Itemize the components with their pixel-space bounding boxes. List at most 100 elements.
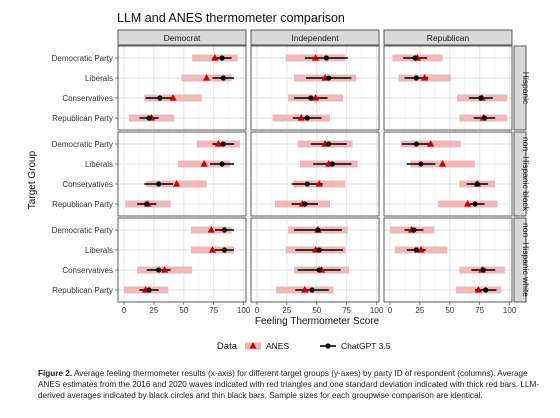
y-tick-label: Democratic Party (52, 54, 113, 63)
panel-border (117, 45, 247, 131)
x-axis-label: Feeling Thermometer Score (255, 316, 380, 327)
x-tick-label: 100 (503, 306, 517, 315)
row-strip-label: Hispanic (521, 72, 531, 105)
x-tick-label: 25 (282, 306, 291, 315)
x-tick-label: 75 (475, 306, 484, 315)
panel-border (250, 131, 380, 217)
column-strip-label: Republican (427, 33, 470, 43)
gpt-mean-point (144, 201, 150, 207)
x-tick-label: 25 (415, 306, 424, 315)
panel-border (383, 217, 513, 303)
panel-republican-non-hispanic-white (383, 217, 513, 303)
gpt-mean-point (472, 201, 478, 207)
anes-mean-triangle (173, 180, 181, 187)
y-tick-label: Republican Party (52, 114, 113, 123)
x-tick-label: 0 (255, 306, 260, 315)
column-strip-independent (250, 29, 380, 46)
x-tick-label: 75 (342, 306, 351, 315)
panel-independent-hispanic (250, 45, 380, 131)
anes-mean-triangle (200, 160, 208, 167)
anes-mean-triangle (311, 54, 320, 61)
gpt-mean-point (481, 115, 488, 121)
x-tick-label: 100 (370, 306, 384, 315)
legend: Data ANES ChatGPT 3.5 (217, 341, 391, 352)
x-tick-label: 0 (388, 306, 393, 315)
anes-mean-triangle (301, 286, 309, 293)
x-tick-label: 75 (209, 306, 218, 315)
gpt-mean-point (418, 161, 424, 167)
gpt-mean-point (221, 227, 228, 233)
gpt-mean-point (146, 287, 152, 293)
row-strip-label: non−Hispanic black (521, 137, 531, 212)
gpt-mean-point (221, 247, 228, 253)
panel-independent-non-hispanic-white (250, 217, 380, 303)
x-tick-label: 50 (312, 306, 321, 315)
anes-mean-triangle (421, 74, 429, 81)
y-tick-label: Conservatives (62, 94, 113, 103)
y-axis-label: Target Group (27, 150, 38, 209)
gpt-mean-point (220, 75, 226, 81)
anes-mean-triangle (214, 140, 223, 147)
anes-mean-triangle (211, 54, 219, 61)
y-tick-label: Democratic Party (52, 226, 113, 235)
gpt-mean-point (219, 55, 225, 61)
y-tick-label: Liberals (85, 246, 113, 255)
gpt-mean-point (326, 75, 332, 81)
anes-mean-triangle (427, 140, 435, 147)
panel-republican-hispanic (383, 45, 513, 131)
gpt-mean-point (157, 95, 163, 101)
gpt-mean-point (304, 181, 310, 187)
column-strip-democrat (117, 29, 247, 46)
anes-mean-triangle (207, 226, 215, 233)
anes-mean-triangle (439, 160, 447, 167)
y-tick-label: Republican Party (52, 200, 113, 209)
gpt-mean-point (483, 287, 489, 293)
gpt-mean-point (156, 181, 162, 187)
chart-title: LLM and ANES thermometer comparison (117, 11, 345, 25)
panel-independent-non-hispanic-black (250, 131, 380, 217)
legend-anes-triangle (249, 342, 257, 349)
y-tick-label: Liberals (85, 74, 113, 83)
x-tick-label: 50 (445, 306, 454, 315)
figure-caption: Figure 2. Average feeling thermometer re… (38, 368, 544, 401)
thermometer-chart: LLM and ANES thermometer comparison Demo… (27, 11, 531, 352)
panel-border (383, 45, 513, 131)
gpt-mean-point (474, 181, 480, 187)
anes-mean-triangle (474, 286, 483, 293)
anes-mean-triangle (417, 246, 425, 253)
gpt-mean-point (315, 227, 321, 233)
gpt-mean-point (308, 95, 314, 101)
panel-border (117, 131, 247, 217)
caption-text: Average feeling thermometer results (x-a… (38, 369, 540, 400)
panel-republican-non-hispanic-black (383, 131, 513, 217)
panel-border (117, 217, 247, 303)
gpt-mean-point (146, 115, 152, 121)
gpt-mean-point (219, 161, 225, 167)
gpt-mean-point (329, 161, 335, 167)
caption-label: Figure 2. (38, 369, 73, 378)
x-tick-label: 0 (122, 306, 127, 315)
panel-border (250, 45, 380, 131)
y-tick-label: Conservatives (62, 180, 113, 189)
anes-mean-triangle (464, 200, 472, 207)
row-strip-non-hispanic-black (513, 131, 527, 217)
gpt-mean-point (302, 201, 308, 207)
anes-mean-triangle (297, 114, 305, 121)
anes-mean-triangle (315, 180, 323, 187)
legend-label-gpt: ChatGPT 3.5 (341, 341, 391, 351)
panel-democrat-non-hispanic-white (117, 217, 247, 303)
gpt-mean-point (323, 55, 329, 61)
x-tick-label: 50 (179, 306, 188, 315)
gpt-mean-point (413, 75, 419, 81)
anes-mean-triangle (161, 266, 169, 273)
y-tick-label: Democratic Party (52, 140, 113, 149)
x-tick-label: 100 (237, 306, 251, 315)
row-strip-hispanic (513, 45, 527, 131)
legend-label-anes: ANES (266, 341, 289, 351)
gpt-mean-point (413, 141, 419, 147)
row-strip-non-hispanic-white (513, 217, 527, 303)
panel-border (250, 217, 380, 303)
y-tick-label: Liberals (85, 160, 113, 169)
facet-panels: Democrat Independent Republican Hispanic non… (52, 29, 531, 315)
gpt-mean-point (316, 247, 322, 253)
